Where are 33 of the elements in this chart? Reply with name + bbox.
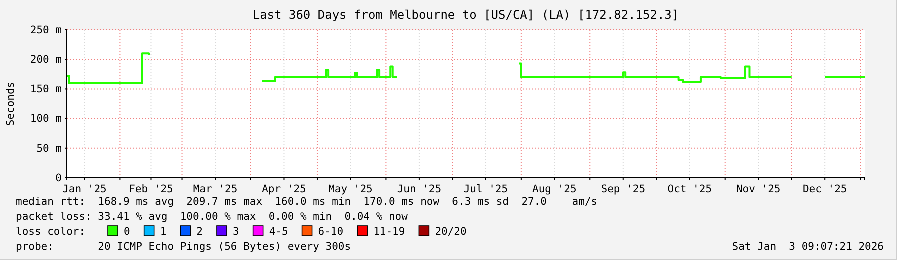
legend-label: 3 <box>232 226 240 238</box>
y-tick-label: 150 m <box>30 84 62 96</box>
x-tick-label: Aug '25 <box>532 183 577 196</box>
x-tick-label: Apr '25 <box>262 183 306 196</box>
legend-label: 2 <box>196 226 203 238</box>
y-tick-label: 250 m <box>30 24 62 36</box>
x-tick-label: Jul '25 <box>464 183 508 196</box>
y-tick-label: 0 <box>56 172 62 184</box>
x-tick-label: May '25 <box>328 183 373 196</box>
legend-title: loss color: <box>16 226 86 238</box>
legend-label: 4-5 <box>269 226 288 238</box>
y-tick-label: 50 m <box>36 142 62 155</box>
x-tick-label: Jan '25 <box>62 183 107 196</box>
x-tick-label: Dec '25 <box>802 183 848 196</box>
legend-label: 0 <box>124 226 130 238</box>
x-tick-label: Sep '25 <box>601 183 646 196</box>
text: probe: 20 ICMP Echo Pings (56 Bytes) every 300s <box>16 241 352 253</box>
text: packet loss: 33.41 % avg 100.00 % max 0.00 % min 0.04 % now <box>16 211 409 223</box>
x-tick-label: Feb '25 <box>129 183 174 196</box>
legend-label: 6-10 <box>318 226 344 238</box>
x-tick-label: Nov '25 <box>736 183 781 196</box>
y-tick-label: 100 m <box>30 113 62 126</box>
legend-label: 1 <box>160 226 167 238</box>
y-tick-label: 200 m <box>30 54 62 66</box>
legend-label: 11-19 <box>374 226 406 238</box>
x-tick-label: Jun '25 <box>397 183 442 196</box>
x-tick-label: Mar '25 <box>193 183 238 196</box>
text: median rtt: 168.9 ms avg 209.7 ms max 160.0 ms min 170.0 ms now 6.3 ms sd 27.0 am/s <box>16 196 598 208</box>
chart-title: Last 360 Days from Melbourne to [US/CA] (LA) [172.82.152.3] <box>252 8 680 22</box>
x-tick-label: Oct '25 <box>668 183 712 196</box>
text: Sat Jan 3 09:07:21 2026 <box>732 241 884 253</box>
y-axis-title: Seconds <box>5 82 17 126</box>
legend-label: 20/20 <box>435 226 467 238</box>
